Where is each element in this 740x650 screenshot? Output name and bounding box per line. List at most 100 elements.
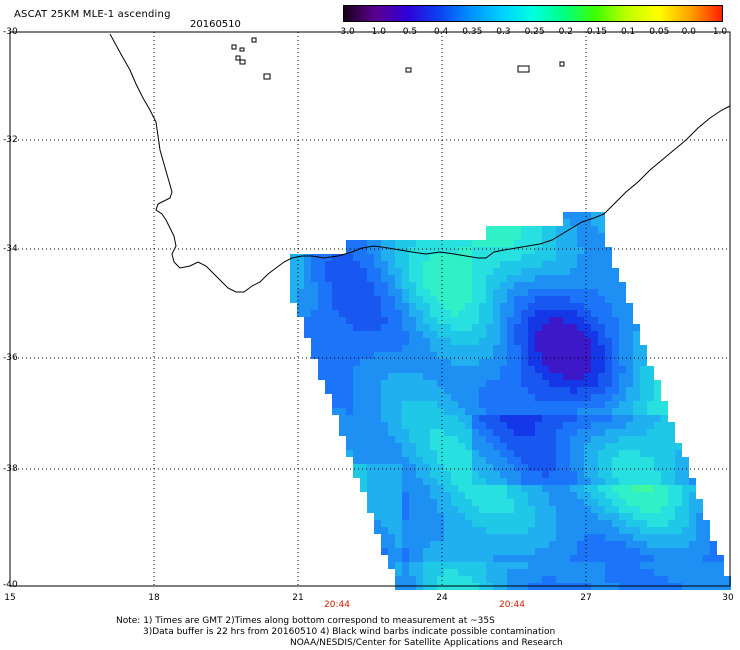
swath-cell bbox=[430, 310, 437, 317]
swath-cell bbox=[500, 254, 507, 261]
swath-cell bbox=[479, 527, 486, 534]
swath-cell bbox=[374, 478, 381, 485]
swath-cell bbox=[521, 436, 528, 443]
swath-cell bbox=[479, 569, 486, 576]
swath-cell bbox=[507, 331, 514, 338]
swath-cell bbox=[381, 408, 388, 415]
swath-cell bbox=[423, 555, 430, 562]
swath-cell bbox=[472, 296, 479, 303]
swath-cell bbox=[451, 492, 458, 499]
swath-cell bbox=[514, 534, 521, 541]
swath-cell bbox=[542, 436, 549, 443]
swath-cell bbox=[409, 443, 416, 450]
swath-cell bbox=[451, 247, 458, 254]
swath-cell bbox=[507, 513, 514, 520]
swath-cell bbox=[423, 373, 430, 380]
swath-cell bbox=[563, 492, 570, 499]
swath-cell bbox=[584, 422, 591, 429]
swath-cell bbox=[458, 359, 465, 366]
swath-cell bbox=[486, 506, 493, 513]
swath-cell bbox=[605, 520, 612, 527]
swath-cell bbox=[437, 506, 444, 513]
swath-cell bbox=[332, 331, 339, 338]
swath-cell bbox=[549, 394, 556, 401]
swath-cell bbox=[528, 443, 535, 450]
swath-cell bbox=[493, 576, 500, 583]
swath-cell bbox=[640, 373, 647, 380]
swath-cell bbox=[661, 534, 668, 541]
swath-cell bbox=[444, 562, 451, 569]
swath-cell bbox=[486, 282, 493, 289]
swath-cell bbox=[626, 576, 633, 583]
swath-cell bbox=[577, 303, 584, 310]
swath-cell bbox=[493, 324, 500, 331]
swath-cell bbox=[451, 401, 458, 408]
swath-cell bbox=[444, 471, 451, 478]
swath-cell bbox=[416, 422, 423, 429]
swath-cell bbox=[612, 415, 619, 422]
swath-cell bbox=[549, 408, 556, 415]
swath-cell bbox=[388, 366, 395, 373]
swath-cell bbox=[381, 534, 388, 541]
lon-label: 18 bbox=[148, 593, 160, 603]
swath-cell bbox=[661, 457, 668, 464]
swath-cell bbox=[374, 289, 381, 296]
swath-cell bbox=[500, 289, 507, 296]
swath-cell bbox=[451, 317, 458, 324]
swath-cell bbox=[367, 394, 374, 401]
swath-cell bbox=[500, 310, 507, 317]
swath-cell bbox=[367, 415, 374, 422]
swath-cell bbox=[556, 562, 563, 569]
swath-cell bbox=[465, 345, 472, 352]
swath-cell bbox=[402, 268, 409, 275]
swath-cell bbox=[528, 394, 535, 401]
swath-cell bbox=[409, 261, 416, 268]
swath-cell bbox=[437, 380, 444, 387]
swath-cell bbox=[500, 303, 507, 310]
swath-cell bbox=[584, 492, 591, 499]
swath-cell bbox=[514, 380, 521, 387]
swath-cell bbox=[416, 513, 423, 520]
swath-cell bbox=[423, 422, 430, 429]
swath-cell bbox=[640, 576, 647, 583]
swath-cell bbox=[437, 534, 444, 541]
swath-cell bbox=[633, 513, 640, 520]
swath-cell bbox=[332, 401, 339, 408]
swath-cell bbox=[521, 352, 528, 359]
swath-cell bbox=[563, 359, 570, 366]
swath-cell bbox=[367, 289, 374, 296]
swath-cell bbox=[717, 569, 724, 576]
swath-cell bbox=[479, 282, 486, 289]
swath-cell bbox=[626, 450, 633, 457]
swath-cell bbox=[612, 324, 619, 331]
swath-cell bbox=[423, 569, 430, 576]
swath-cell bbox=[423, 366, 430, 373]
swath-cell bbox=[647, 576, 654, 583]
swath-cell bbox=[346, 387, 353, 394]
swath-cell bbox=[542, 387, 549, 394]
swath-cell bbox=[668, 576, 675, 583]
swath-cell bbox=[437, 527, 444, 534]
swath-cell bbox=[325, 310, 332, 317]
swath-cell bbox=[360, 345, 367, 352]
swath-cell bbox=[381, 485, 388, 492]
swath-cell bbox=[416, 324, 423, 331]
swath-cell bbox=[591, 261, 598, 268]
swath-cell bbox=[500, 268, 507, 275]
swath-cell bbox=[626, 331, 633, 338]
swath-cell bbox=[311, 324, 318, 331]
swath-cell bbox=[584, 345, 591, 352]
swath-cell bbox=[493, 485, 500, 492]
swath-cell bbox=[542, 576, 549, 583]
swath-cell bbox=[633, 352, 640, 359]
swath-cell bbox=[661, 513, 668, 520]
swath-cell bbox=[549, 240, 556, 247]
swath-cell bbox=[444, 359, 451, 366]
swath-cell bbox=[290, 275, 297, 282]
swath-cell bbox=[402, 387, 409, 394]
swath-cell bbox=[549, 513, 556, 520]
swath-cell bbox=[577, 541, 584, 548]
swath-cell bbox=[703, 576, 710, 583]
swath-cell bbox=[542, 338, 549, 345]
swath-cell bbox=[591, 331, 598, 338]
